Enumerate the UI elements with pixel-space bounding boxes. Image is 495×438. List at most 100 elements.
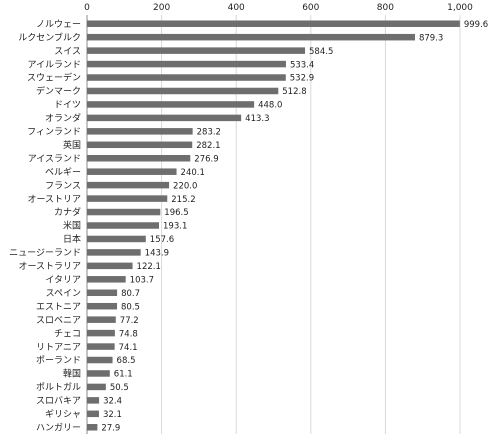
category-label: ニュージーランド: [9, 248, 81, 259]
data-label: 879.3: [419, 33, 443, 43]
category-label: カナダ: [54, 206, 81, 218]
data-label: 74.1: [119, 343, 138, 353]
category-label: ノルウェー: [36, 19, 81, 30]
category-label: エストニア: [36, 302, 81, 312]
category-label: デンマーク: [36, 85, 81, 97]
data-label: 50.5: [110, 383, 129, 393]
data-label: 240.1: [181, 168, 205, 178]
category-label: 日本: [63, 233, 81, 245]
x-tick-label: 1,000: [447, 3, 473, 13]
bar: [87, 60, 286, 68]
category-label: スペイン: [46, 289, 81, 299]
data-label: 80.7: [121, 289, 140, 299]
bar: [87, 74, 286, 81]
data-label: 80.5: [121, 302, 140, 312]
bar: [87, 101, 255, 108]
data-label: 220.0: [173, 181, 197, 191]
category-label: ハンガリー: [36, 422, 81, 433]
category-label: リトアニア: [36, 343, 81, 353]
x-axis-ticks: 0 200 400 600 800 1,000: [84, 3, 473, 13]
category-label: ベルギー: [45, 167, 81, 178]
data-label: 276.9: [194, 154, 218, 164]
category-label: 韓国: [63, 369, 81, 380]
bar: [87, 222, 160, 229]
category-label: ポルトガル: [36, 382, 81, 393]
bar: [87, 302, 118, 310]
x-tick-label: 200: [153, 3, 170, 13]
bar: [87, 262, 133, 270]
data-label: 282.1: [196, 141, 220, 151]
bar: [87, 397, 100, 404]
data-label: 61.1: [114, 370, 133, 380]
bars: [87, 20, 460, 431]
category-label: オーストリア: [27, 194, 81, 205]
x-tick-label: 400: [228, 3, 245, 13]
category-label: フランス: [45, 180, 81, 191]
category-label: スロバキア: [36, 396, 81, 407]
category-label: ルクセンブルク: [18, 31, 81, 43]
bar: [87, 316, 116, 323]
data-label: 283.2: [197, 128, 221, 138]
category-label: 英国: [63, 139, 81, 151]
bar: [87, 33, 415, 41]
category-label: ギリシャ: [45, 409, 81, 420]
data-label: 512.8: [282, 87, 306, 97]
bar: [87, 356, 113, 364]
category-label: アイスランド: [28, 153, 81, 164]
data-label: 196.5: [164, 208, 188, 218]
bar: [87, 424, 98, 431]
data-label: 122.1: [137, 262, 161, 272]
bar: [87, 383, 106, 391]
category-label: アイルランド: [27, 59, 81, 70]
bar: [87, 47, 306, 54]
data-label: 532.9: [290, 74, 314, 84]
gridlines: [86, 15, 461, 434]
x-tick-label: 0: [84, 3, 90, 13]
category-label: チェコ: [54, 328, 81, 339]
data-label: 143.9: [145, 249, 169, 259]
category-label: スロベニア: [36, 316, 81, 326]
data-label: 193.1: [163, 222, 187, 232]
bar: [87, 154, 191, 162]
bar: [87, 289, 118, 297]
bar: [87, 195, 168, 202]
category-label: 米国: [63, 220, 81, 232]
category-labels: ノルウェールクセンブルクスイスアイルランドスウェーデンデンマークドイツオランダフ…: [9, 19, 81, 434]
x-tick-label: 600: [302, 3, 319, 13]
data-label: 413.3: [245, 114, 269, 124]
data-label: 999.6: [464, 20, 488, 30]
bar: [87, 235, 146, 243]
bar: [87, 128, 193, 135]
category-label: ドイツ: [54, 101, 81, 111]
bar: [87, 343, 115, 350]
data-label: 584.5: [309, 47, 333, 57]
bar: [87, 181, 170, 189]
category-label: フィンランド: [27, 127, 81, 138]
data-label: 533.4: [290, 60, 314, 70]
category-label: オーストラリア: [18, 261, 81, 272]
bar: [87, 87, 279, 95]
bar: [87, 249, 141, 256]
category-label: オランダ: [45, 112, 81, 124]
bar: [87, 276, 126, 283]
category-label: スウェーデン: [27, 72, 81, 84]
data-label: 157.6: [150, 235, 174, 245]
data-label: 32.4: [103, 397, 122, 407]
data-label: 74.8: [119, 329, 138, 339]
data-label: 32.1: [103, 410, 122, 420]
data-label: 103.7: [130, 276, 154, 286]
x-tick-label: 800: [377, 3, 394, 13]
bar: [87, 114, 242, 122]
bar: [87, 370, 110, 377]
bar: [87, 141, 193, 149]
category-label: ポーランド: [36, 355, 81, 366]
category-label: スイス: [54, 47, 81, 57]
data-label: 215.2: [171, 195, 195, 205]
data-label: 27.9: [101, 423, 120, 433]
data-label: 448.0: [258, 101, 282, 111]
bar: [87, 208, 161, 216]
category-label: イタリア: [45, 275, 81, 286]
bar: [87, 20, 460, 27]
